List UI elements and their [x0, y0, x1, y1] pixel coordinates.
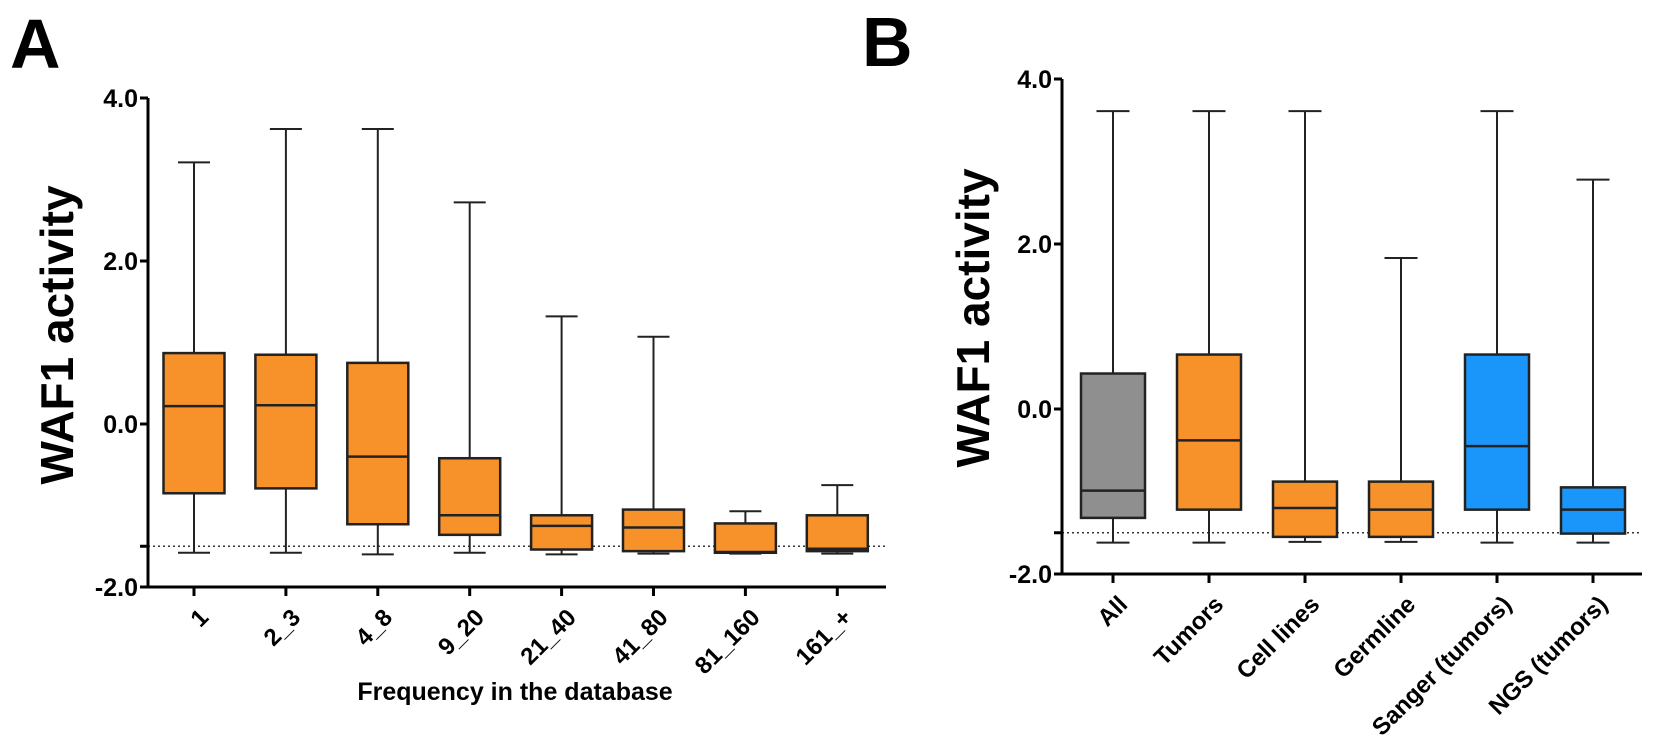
y-tick-label: 4.0 [103, 85, 138, 113]
boxplot-germline [1367, 257, 1435, 543]
y-tick-label: 0.0 [103, 411, 138, 439]
axes-b [1060, 79, 1642, 583]
iqr-box [162, 351, 226, 495]
boxes-b [1079, 110, 1627, 544]
y-axis-ticks-a: -2.0 0.0 2.0 4.0 [95, 85, 148, 602]
iqr-box [346, 361, 410, 526]
x-tick-label: All [1092, 591, 1133, 632]
boxplot-sanger-tumors- [1463, 110, 1531, 544]
iqr-box [437, 456, 502, 537]
iqr-box [1463, 353, 1531, 511]
x-tick-label: Germline [1328, 591, 1421, 684]
boxplot-ngs-tumors- [1559, 178, 1627, 544]
y-tick-label: -2.0 [1009, 561, 1052, 589]
panel-a: A WAF1 activity Frequency in the databas… [10, 5, 886, 706]
x-tick-label: 161_+ [791, 604, 858, 671]
boxplot-81-160 [713, 510, 778, 555]
x-tick-label: 2_3 [259, 604, 306, 651]
panel-b: B WAF1 activity -2.0 0.0 2.0 4.0 All Tumors C… [862, 3, 1642, 741]
y-tick-label: 2.0 [1017, 231, 1052, 259]
iqr-box [805, 514, 870, 553]
boxplot-21-40 [529, 315, 594, 556]
panel-letter-b: B [862, 3, 913, 81]
x-tick-label: Cell lines [1232, 591, 1326, 685]
boxplot-1 [162, 161, 226, 554]
iqr-box [1175, 353, 1243, 511]
x-tick-label: 41_80 [607, 604, 673, 670]
iqr-box [1079, 372, 1147, 520]
boxplot-all [1079, 110, 1147, 544]
y-axis-ticks-b: -2.0 0.0 2.0 4.0 [1009, 66, 1062, 589]
y-tick-label: -2.0 [95, 574, 138, 602]
y-tick-label: 0.0 [1017, 396, 1052, 424]
axes-a [146, 98, 886, 596]
x-tick-label: 9_20 [433, 604, 490, 661]
x-tick-labels-a: 1 2_3 4_8 9_20 21_40 41_80 81_160 161_+ [186, 604, 858, 680]
boxplot-2-3 [254, 127, 318, 554]
boxes-a [162, 127, 870, 556]
iqr-box [529, 514, 594, 551]
y-tick-label: 4.0 [1017, 66, 1052, 94]
x-tick-label: Tumors [1149, 591, 1229, 671]
y-axis-title-b: WAF1 activity [947, 168, 999, 468]
boxplot-4-8 [346, 127, 410, 556]
iqr-box [254, 353, 318, 490]
x-axis-title-a: Frequency in the database [357, 678, 672, 706]
x-tick-label: 4_8 [351, 604, 398, 651]
boxplot-cell-lines [1271, 110, 1339, 543]
boxplot-41-80 [621, 335, 686, 555]
boxplot-tumors [1175, 110, 1243, 544]
iqr-box [713, 522, 778, 555]
x-tick-label: 21_40 [515, 604, 581, 670]
boxplot-9-20 [437, 201, 502, 554]
y-tick-label: 2.0 [103, 248, 138, 276]
y-axis-title-a: WAF1 activity [31, 185, 83, 485]
x-tick-label: 81_160 [690, 604, 766, 680]
panel-letter-a: A [10, 5, 61, 83]
x-tick-label: 1 [186, 604, 215, 633]
iqr-box [621, 508, 686, 553]
boxplot-161- [805, 484, 870, 555]
